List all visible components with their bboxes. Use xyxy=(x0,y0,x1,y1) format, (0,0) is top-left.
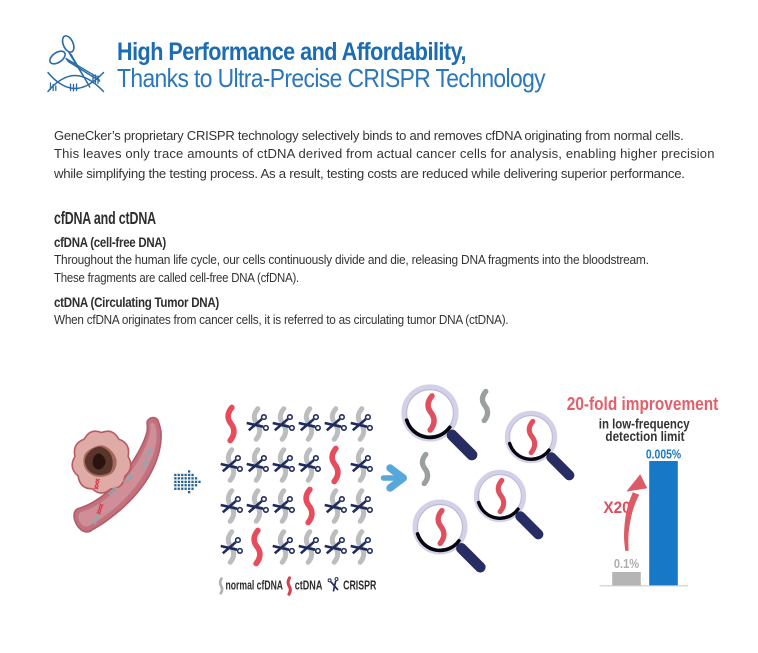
svg-text:normal cfDNA: normal cfDNA xyxy=(226,579,284,593)
svg-text:X20: X20 xyxy=(603,499,630,517)
svg-text:detection limit: detection limit xyxy=(605,429,685,444)
svg-text:CRISPR: CRISPR xyxy=(343,579,376,593)
svg-text:in low-frequency: in low-frequency xyxy=(599,416,690,431)
svg-text:ctDNA: ctDNA xyxy=(295,579,323,593)
svg-text:0.1%: 0.1% xyxy=(614,556,639,571)
svg-text:0.005%: 0.005% xyxy=(646,447,682,461)
svg-text:20-fold improvement: 20-fold improvement xyxy=(567,394,719,415)
